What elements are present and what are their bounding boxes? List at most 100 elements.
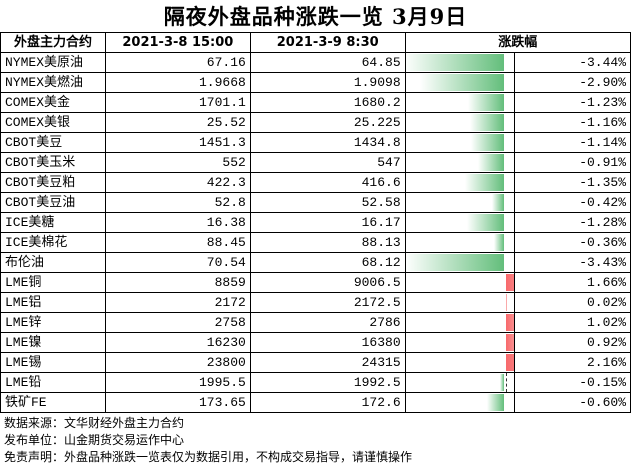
change-bar-cell — [404, 392, 516, 413]
curr-price: 1434.8 — [249, 132, 406, 153]
prev-price: 16230 — [104, 332, 251, 353]
negative-change-bar — [493, 234, 505, 251]
prev-price: 1701.1 — [104, 92, 251, 113]
negative-change-bar — [471, 134, 505, 151]
change-percent: -0.60% — [514, 392, 631, 413]
change-percent: 0.92% — [514, 332, 631, 353]
contract-name: NYMEX美燃油 — [0, 72, 106, 93]
contract-name: LME锡 — [0, 352, 106, 373]
prev-price: 422.3 — [104, 172, 251, 193]
negative-change-bar — [468, 94, 505, 111]
table-row: ICE美棉花 88.45 88.13 -0.36% — [0, 232, 631, 253]
prev-price: 16.38 — [104, 212, 251, 233]
table-row: 铁矿FE 173.65 172.6 -0.60% — [0, 392, 631, 413]
table-row: COMEX美银 25.52 25.225 -1.16% — [0, 112, 631, 133]
curr-price: 52.58 — [249, 192, 406, 213]
change-percent: -0.15% — [514, 372, 631, 393]
header-contract: 外盘主力合约 — [0, 32, 106, 53]
table-row: CBOT美豆油 52.8 52.58 -0.42% — [0, 192, 631, 213]
change-bar-cell — [404, 312, 516, 333]
curr-price: 16380 — [249, 332, 406, 353]
contract-name: COMEX美银 — [0, 112, 106, 133]
curr-price: 1.9098 — [249, 72, 406, 93]
header-row: 外盘主力合约 2021-3-8 15:00 2021-3-9 8:30 涨跌幅 — [0, 32, 631, 53]
change-percent: -1.35% — [514, 172, 631, 193]
change-percent: 1.66% — [514, 272, 631, 293]
table-row: NYMEX美燃油 1.9668 1.9098 -2.90% — [0, 72, 631, 93]
curr-price: 9006.5 — [249, 272, 406, 293]
negative-change-bar — [492, 194, 505, 211]
change-bar-cell — [404, 372, 516, 393]
contract-name: 布伦油 — [0, 252, 106, 273]
negative-change-bar — [486, 394, 505, 411]
contract-name: LME镍 — [0, 332, 106, 353]
prev-price: 8859 — [104, 272, 251, 293]
change-bar-cell — [404, 192, 516, 213]
table-row: CBOT美玉米 552 547 -0.91% — [0, 152, 631, 173]
prev-price: 25.52 — [104, 112, 251, 133]
negative-change-bar — [419, 74, 505, 91]
positive-change-bar — [505, 274, 514, 291]
change-percent: -3.44% — [514, 52, 631, 73]
curr-price: 547 — [249, 152, 406, 173]
change-bar-cell — [404, 252, 516, 273]
contract-name: CBOT美豆油 — [0, 192, 106, 213]
table-row: LME锡 23800 24315 2.16% — [0, 352, 631, 373]
change-percent: -0.42% — [514, 192, 631, 213]
footer-publisher: 发布单位：山金期货交易运作中心 — [4, 433, 185, 447]
table-row: COMEX美金 1701.1 1680.2 -1.23% — [0, 92, 631, 113]
change-percent: -1.14% — [514, 132, 631, 153]
contract-name: CBOT美玉米 — [0, 152, 106, 173]
prev-price: 1995.5 — [104, 372, 251, 393]
change-bar-cell — [404, 232, 516, 253]
change-bar-cell — [404, 172, 516, 193]
prev-price: 2758 — [104, 312, 251, 333]
header-prev-time: 2021-3-8 15:00 — [104, 32, 251, 53]
price-table: 外盘主力合约 2021-3-8 15:00 2021-3-9 8:30 涨跌幅 … — [0, 32, 631, 413]
curr-price: 88.13 — [249, 232, 406, 253]
negative-change-bar — [467, 214, 505, 231]
contract-name: ICE美糖 — [0, 212, 106, 233]
table-row: LME铅 1995.5 1992.5 -0.15% — [0, 372, 631, 393]
prev-price: 2172 — [104, 292, 251, 313]
prev-price: 67.16 — [104, 52, 251, 73]
curr-price: 416.6 — [249, 172, 406, 193]
table-row: LME铝 2172 2172.5 0.02% — [0, 292, 631, 313]
contract-name: LME铅 — [0, 372, 106, 393]
header-curr-time: 2021-3-9 8:30 — [249, 32, 406, 53]
negative-change-bar — [499, 374, 505, 391]
negative-change-bar — [464, 174, 505, 191]
change-percent: 2.16% — [514, 352, 631, 373]
page-title: 隔夜外盘品种涨跌一览 3月9日 — [163, 4, 468, 29]
contract-name: 铁矿FE — [0, 392, 106, 413]
prev-price: 173.65 — [104, 392, 251, 413]
curr-price: 1992.5 — [249, 372, 406, 393]
change-bar-cell — [404, 212, 516, 233]
curr-price: 2172.5 — [249, 292, 406, 313]
curr-price: 24315 — [249, 352, 406, 373]
contract-name: COMEX美金 — [0, 92, 106, 113]
positive-change-bar — [505, 294, 508, 311]
change-bar-cell — [404, 112, 516, 133]
prev-price: 23800 — [104, 352, 251, 373]
table-row: CBOT美豆粕 422.3 416.6 -1.35% — [0, 172, 631, 193]
footer-source: 数据来源：文华财经外盘主力合约 — [4, 416, 185, 430]
curr-price: 64.85 — [249, 52, 406, 73]
contract-name: CBOT美豆粕 — [0, 172, 106, 193]
positive-change-bar — [505, 334, 514, 351]
change-bar-cell — [404, 332, 516, 353]
change-percent: -0.91% — [514, 152, 631, 173]
prev-price: 70.54 — [104, 252, 251, 273]
footer-disclaimer: 免责声明：外盘品种涨跌一览表仅为数据引用，不构成交易指导，请谨慎操作 — [4, 450, 413, 464]
header-change: 涨跌幅 — [404, 32, 631, 53]
zero-axis — [505, 373, 507, 392]
positive-change-bar — [505, 314, 514, 331]
change-bar-cell — [404, 132, 516, 153]
table-row: CBOT美豆 1451.3 1434.8 -1.14% — [0, 132, 631, 153]
prev-price: 1.9668 — [104, 72, 251, 93]
contract-name: CBOT美豆 — [0, 132, 106, 153]
prev-price: 552 — [104, 152, 251, 173]
negative-change-bar — [477, 154, 505, 171]
change-bar-cell — [404, 72, 516, 93]
table-row: 布伦油 70.54 68.12 -3.43% — [0, 252, 631, 273]
